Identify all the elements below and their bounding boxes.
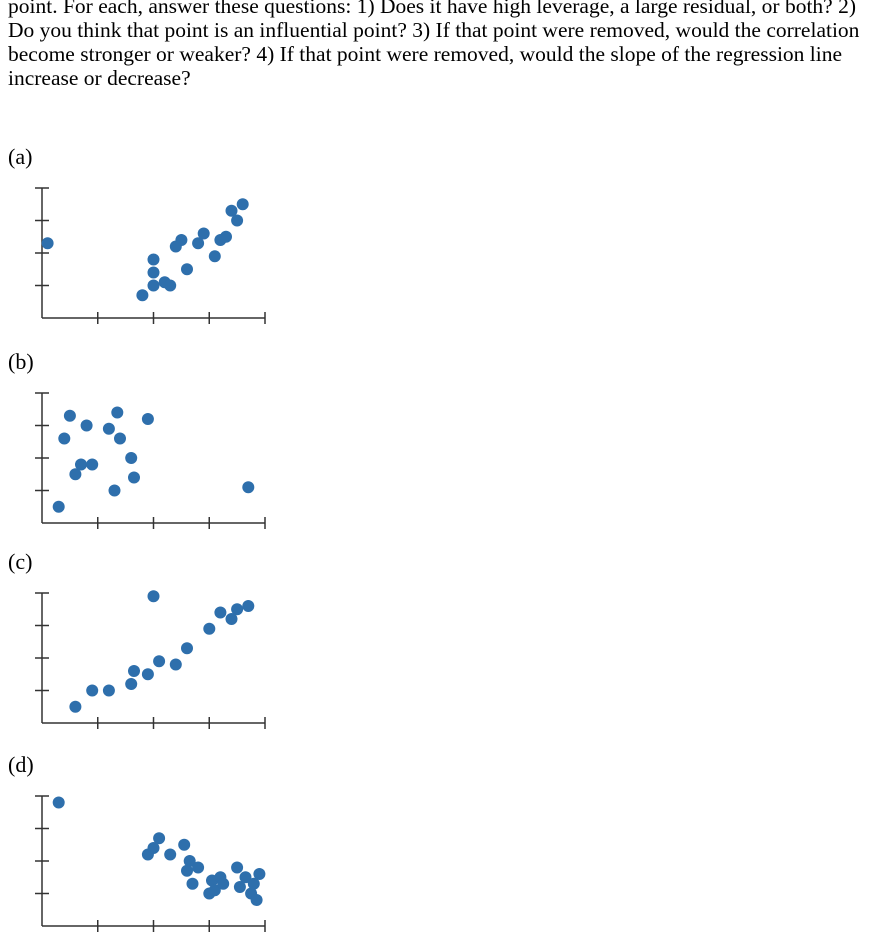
data-point bbox=[58, 432, 71, 445]
scatter-plot-c bbox=[35, 590, 266, 729]
data-point bbox=[231, 603, 244, 616]
data-point bbox=[239, 871, 252, 884]
data-point bbox=[63, 409, 76, 422]
data-point bbox=[203, 622, 216, 635]
panel-label-a: (a) bbox=[8, 144, 33, 169]
data-point bbox=[75, 458, 87, 471]
data-point bbox=[102, 422, 115, 435]
data-point bbox=[186, 877, 199, 890]
data-point bbox=[231, 214, 244, 227]
data-point bbox=[192, 861, 205, 874]
question-text: point. For each, answer these questions:… bbox=[8, 0, 860, 90]
data-point bbox=[225, 613, 238, 625]
data-point bbox=[141, 668, 154, 681]
data-point bbox=[147, 266, 160, 279]
data-point bbox=[125, 452, 138, 464]
data-point bbox=[208, 884, 221, 897]
data-point bbox=[197, 227, 210, 240]
scatter-plot-a bbox=[35, 187, 266, 324]
data-point bbox=[153, 832, 166, 845]
data-point bbox=[181, 263, 193, 276]
data-point bbox=[102, 684, 115, 697]
data-point bbox=[69, 700, 82, 713]
scatter-plot-b bbox=[35, 392, 266, 529]
data-point bbox=[231, 861, 244, 874]
data-point bbox=[183, 855, 196, 867]
scatter-plot-d bbox=[35, 795, 266, 932]
data-point bbox=[147, 842, 160, 854]
data-point bbox=[233, 881, 246, 893]
data-point bbox=[86, 684, 99, 697]
data-point bbox=[52, 500, 65, 513]
data-point bbox=[147, 590, 160, 603]
data-point bbox=[147, 253, 160, 266]
panel-label-d: (d) bbox=[8, 752, 34, 777]
panel-label-c: (c) bbox=[8, 549, 33, 574]
data-point bbox=[208, 250, 221, 263]
data-point bbox=[52, 796, 65, 809]
data-point bbox=[225, 204, 238, 217]
data-point bbox=[250, 894, 263, 906]
data-point bbox=[114, 432, 126, 445]
data-point bbox=[214, 606, 227, 619]
data-point bbox=[169, 658, 182, 671]
data-point bbox=[242, 600, 255, 612]
data-point bbox=[247, 877, 260, 890]
data-point bbox=[141, 413, 154, 425]
data-point bbox=[147, 279, 160, 292]
data-point bbox=[236, 198, 249, 211]
data-point bbox=[220, 230, 232, 243]
data-point bbox=[69, 468, 82, 481]
data-point bbox=[125, 678, 138, 690]
data-point bbox=[128, 665, 140, 677]
data-point bbox=[181, 864, 193, 877]
data-point bbox=[128, 471, 140, 484]
panel-label-b: (b) bbox=[8, 349, 34, 374]
data-point bbox=[181, 642, 193, 655]
data-point bbox=[80, 419, 93, 432]
data-point bbox=[86, 458, 99, 471]
data-point bbox=[192, 237, 205, 250]
data-point bbox=[41, 237, 54, 250]
data-point bbox=[253, 868, 266, 880]
data-point bbox=[217, 877, 230, 890]
data-point bbox=[108, 484, 121, 497]
data-point bbox=[164, 279, 177, 292]
data-point bbox=[178, 838, 191, 851]
data-point bbox=[242, 481, 255, 494]
data-point bbox=[111, 406, 124, 419]
data-point bbox=[153, 655, 166, 668]
data-point bbox=[136, 289, 149, 302]
data-point bbox=[175, 234, 188, 246]
data-point bbox=[164, 848, 177, 861]
